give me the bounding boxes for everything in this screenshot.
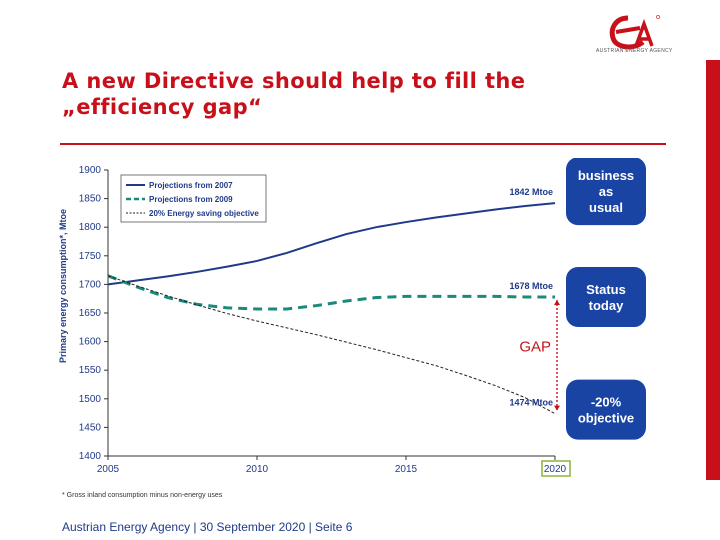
badge-text: as xyxy=(599,184,613,199)
end-value-label: 1842 Mtoe xyxy=(509,187,553,197)
y-tick-label: 1500 xyxy=(79,394,102,405)
gap-label: GAP xyxy=(519,338,551,355)
title-divider xyxy=(60,143,666,145)
page-title: A new Directive should help to fill the … xyxy=(62,68,662,120)
footer: Austrian Energy Agency | 30 September 20… xyxy=(62,520,353,534)
badge-text: objective xyxy=(578,411,634,426)
x-tick-label: 2010 xyxy=(246,464,269,475)
series-line-3 xyxy=(107,275,556,415)
y-tick-label: 1850 xyxy=(79,194,102,205)
end-value-label: 1678 Mtoe xyxy=(509,281,553,291)
badge-text: Status xyxy=(586,282,626,297)
badge-shape xyxy=(566,379,646,440)
end-value-label: 1474 Mtoe xyxy=(509,398,553,408)
y-tick-label: 1750 xyxy=(79,251,102,262)
chart-axes: 1400 1450 1500 1550 1600 1650 1700 1750 1800 1850… xyxy=(79,165,571,477)
series-line-1 xyxy=(107,202,556,286)
title-line-1: A new Directive should help to fill the xyxy=(62,69,526,93)
legend-box xyxy=(120,174,267,223)
y-tick-label: 1450 xyxy=(79,422,102,433)
legend-label: Projections from 2007 xyxy=(149,181,233,190)
gap-arrow-head-top xyxy=(554,299,560,305)
chart-footnote: * Gross inland consumption minus non-ene… xyxy=(62,492,223,499)
badge-shape xyxy=(566,158,646,226)
gap-arrow-head-bottom xyxy=(554,405,560,411)
badge-text: today xyxy=(589,298,624,313)
y-tick-label: 1800 xyxy=(79,222,102,233)
badge-3: -20%objective xyxy=(566,379,646,440)
x-tick-label: 2020 xyxy=(544,464,567,475)
legend-label: Projections from 2009 xyxy=(149,195,233,204)
x-tick-label: 2005 xyxy=(97,464,120,475)
y-axis-label: Primary energy consumption*, Mtoe xyxy=(58,209,68,363)
series-line-2 xyxy=(107,274,555,311)
austrian-energy-agency-logo xyxy=(609,15,660,50)
y-tick-label: 1900 xyxy=(79,165,102,176)
badge-text: -20% xyxy=(591,395,622,410)
title-line-2: „efficiency gap“ xyxy=(62,95,263,119)
logo-caption: AUSTRIAN ENERGY AGENCY xyxy=(596,48,673,54)
y-tick-label: 1650 xyxy=(79,308,102,319)
x-tick-label: 2015 xyxy=(395,464,418,475)
y-tick-label: 1700 xyxy=(79,279,102,290)
badge-text: usual xyxy=(589,200,623,215)
energy-consumption-chart: 1400 1450 1500 1550 1600 1650 1700 1750 1800 1850… xyxy=(58,158,646,499)
y-tick-label: 1400 xyxy=(79,451,102,462)
right-accent-bar xyxy=(706,60,720,480)
chart-legend: Projections from 2007 Projections from 20… xyxy=(120,174,267,223)
highlight-tick-box xyxy=(541,460,571,477)
y-tick-label: 1550 xyxy=(79,365,102,376)
badge-shape xyxy=(566,266,646,327)
y-tick-label: 1600 xyxy=(79,337,102,348)
legend-label: 20% Energy saving objective xyxy=(149,209,259,218)
badge-text: business xyxy=(578,168,634,183)
